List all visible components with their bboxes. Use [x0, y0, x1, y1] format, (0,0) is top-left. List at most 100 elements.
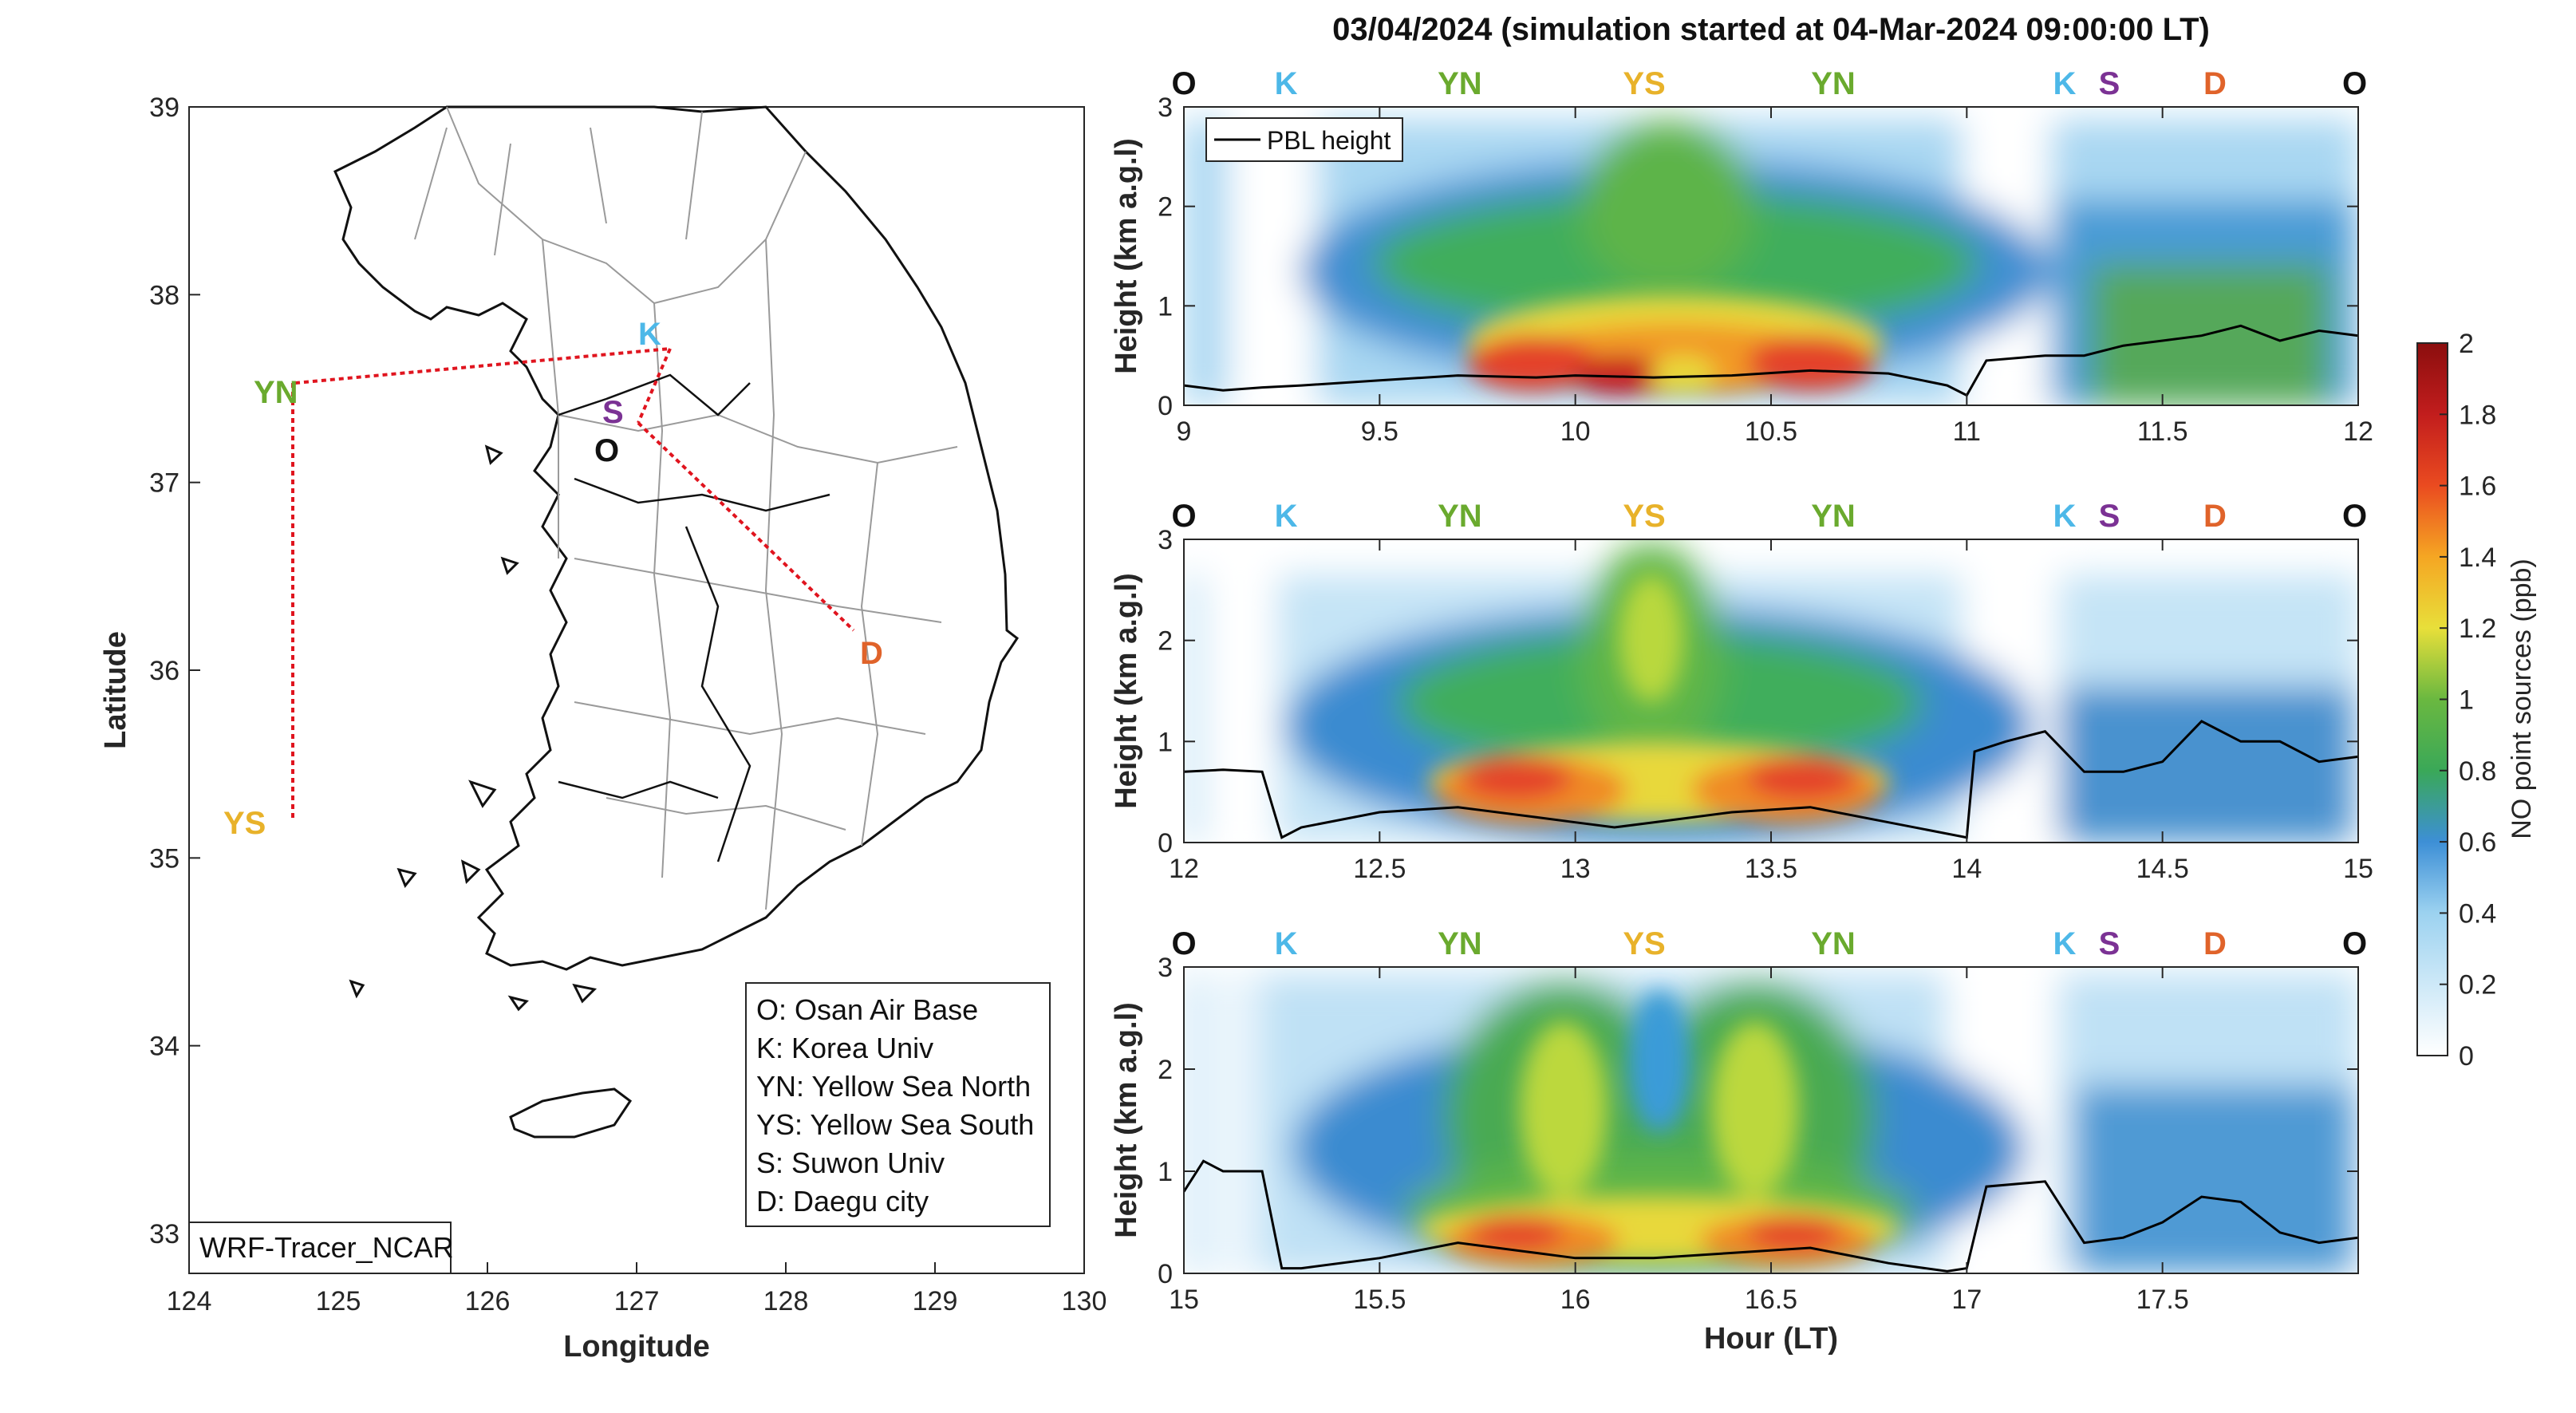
- map-x-tick-label: 125: [316, 1286, 361, 1316]
- concentration-field-2: [1184, 539, 2358, 843]
- map-y-tick-label: 33: [149, 1219, 179, 1249]
- y-axis-label-3: Height (km a.g.l): [1110, 1002, 1143, 1238]
- route-s-to-d: [637, 421, 855, 632]
- colorbar-tick-label: 1.4: [2459, 543, 2496, 573]
- korea-coastline: [333, 105, 1020, 1139]
- map-y-ticks: 33 34 35 36 37 38 39: [149, 93, 200, 1249]
- site-legend-item: YS: Yellow Sea South: [756, 1108, 1034, 1141]
- y-tick-label: 1: [1158, 291, 1173, 322]
- route-k-to-s: [637, 348, 672, 424]
- route-yn-to-k: [294, 347, 671, 385]
- model-stamp: WRF-Tracer_NCAR: [199, 1231, 454, 1264]
- location-mark-ys: YS: [1623, 66, 1665, 101]
- location-mark-o: O: [1171, 499, 1196, 534]
- location-mark-o: O: [2342, 66, 2367, 101]
- site-legend: O: Osan Air Base K: Korea Univ YN: Yello…: [745, 982, 1051, 1227]
- site-legend-item: D: Daegu city: [756, 1185, 929, 1218]
- pbl-legend: PBL height: [1205, 117, 1403, 162]
- y-tick-label: 2: [1158, 1055, 1173, 1085]
- site-label-k: K: [638, 317, 661, 352]
- site-label-yn: YN: [254, 375, 298, 410]
- y-axis-label-1: Height (km a.g.l): [1110, 138, 1143, 374]
- location-mark-o: O: [2342, 499, 2367, 534]
- x-tick-label: 9.5: [1361, 416, 1398, 447]
- x-tick-label: 14.5: [2136, 854, 2189, 884]
- y-tick-label: 1: [1158, 727, 1173, 757]
- y-tick-label: 0: [1158, 391, 1173, 421]
- location-mark-k: K: [2053, 499, 2077, 534]
- map-x-tick-label: 124: [167, 1286, 212, 1316]
- y-tick-label: 3: [1158, 93, 1173, 123]
- colorbar-tick-label: 0: [2459, 1041, 2474, 1072]
- site-label-o: O: [594, 433, 619, 468]
- model-stamp-box: [188, 1222, 452, 1274]
- colorbar-tick-label: 1.2: [2459, 614, 2496, 644]
- location-mark-yn: YN: [1438, 926, 1482, 961]
- x-tick-label: 15.5: [1353, 1285, 1406, 1315]
- colorbar: 0 0.2 0.4 0.6 0.8 1 1.2 1.4 1.6 1.8 2 NO point sou…: [2416, 329, 2537, 1072]
- colorbar-tick-label: 1: [2459, 685, 2474, 716]
- colorbar-tick-label: 1.6: [2459, 472, 2496, 502]
- y-tick-label: 3: [1158, 953, 1173, 983]
- x-tick-label: 13.5: [1745, 854, 1797, 884]
- map-x-tick-label: 126: [465, 1286, 511, 1316]
- site-labels: YN YS K S O D: [223, 317, 883, 841]
- x-tick-label: 12: [2343, 416, 2373, 447]
- map-y-tick-label: 39: [149, 93, 179, 123]
- concentration-field-1: [1184, 107, 2358, 405]
- y-tick-label: 0: [1158, 828, 1173, 858]
- colorbar-tick-label: 2: [2459, 329, 2474, 359]
- location-mark-s: S: [2099, 926, 2120, 961]
- map-y-tick-label: 38: [149, 280, 179, 310]
- site-label-d: D: [860, 636, 883, 671]
- top-marks-1: O K YN YS YN K S D O: [1171, 66, 2367, 101]
- location-mark-yn: YN: [1811, 499, 1856, 534]
- x-tick-label: 14: [1951, 854, 1982, 884]
- location-mark-s: S: [2099, 66, 2120, 101]
- site-legend-box: [745, 982, 1051, 1227]
- site-legend-item: K: Korea Univ: [756, 1032, 933, 1064]
- colorbar-tick-label: 1.8: [2459, 400, 2496, 430]
- x-tick-label: 9: [1177, 416, 1192, 447]
- map-x-tick-label: 130: [1062, 1286, 1107, 1316]
- map-y-axis-label: Latitude: [99, 631, 132, 749]
- site-label-s: S: [602, 395, 624, 430]
- x-tick-label: 11.5: [2137, 416, 2188, 447]
- location-mark-d: D: [2203, 66, 2227, 101]
- y-ticks-3: 0 1 2 3: [1158, 953, 2358, 1289]
- colorbar-label: NO point sources (ppb): [2507, 558, 2537, 839]
- y-tick-label: 2: [1158, 192, 1173, 223]
- location-mark-k: K: [1275, 66, 1298, 101]
- x-tick-label: 12.5: [1353, 854, 1406, 884]
- location-mark-ys: YS: [1623, 926, 1665, 961]
- location-mark-k: K: [2053, 66, 2077, 101]
- site-legend-item: S: Suwon Univ: [756, 1147, 945, 1179]
- x-tick-label: 17: [1951, 1285, 1982, 1315]
- location-mark-yn: YN: [1438, 499, 1482, 534]
- pbl-height-line-3: [1184, 1159, 2358, 1273]
- x-tick-label: 15: [1169, 1285, 1199, 1315]
- x-tick-label: 17.5: [2136, 1285, 2189, 1315]
- location-mark-k: K: [2053, 926, 2077, 961]
- y-axis-label-2: Height (km a.g.l): [1110, 573, 1143, 809]
- colorbar-ticks: 0 0.2 0.4 0.6 0.8 1 1.2 1.4 1.6 1.8 2: [2440, 329, 2496, 1072]
- location-mark-s: S: [2099, 499, 2120, 534]
- top-marks-3: O K YN YS YN K S D O: [1171, 926, 2367, 961]
- transect-route: [291, 347, 855, 818]
- top-marks-2: O K YN YS YN K S D O: [1171, 499, 2367, 534]
- pbl-height-line-1: [1184, 324, 2358, 397]
- x-tick-label: 16.5: [1745, 1285, 1797, 1315]
- x-ticks-1: 9 9.5 10 10.5 11 11.5 12: [1177, 107, 2373, 447]
- x-tick-label: 10: [1560, 416, 1591, 447]
- map-x-tick-label: 127: [614, 1286, 660, 1316]
- colorbar-tick-label: 0.6: [2459, 827, 2496, 858]
- location-mark-o: O: [2342, 926, 2367, 961]
- location-mark-yn: YN: [1811, 926, 1856, 961]
- x-tick-label: 12: [1169, 854, 1199, 884]
- site-legend-item: O: Osan Air Base: [756, 993, 978, 1026]
- figure-title: 03/04/2024 (simulation started at 04-Mar…: [1332, 12, 2210, 47]
- map-x-ticks: 124 125 126 127 128 129 130: [167, 1262, 1107, 1316]
